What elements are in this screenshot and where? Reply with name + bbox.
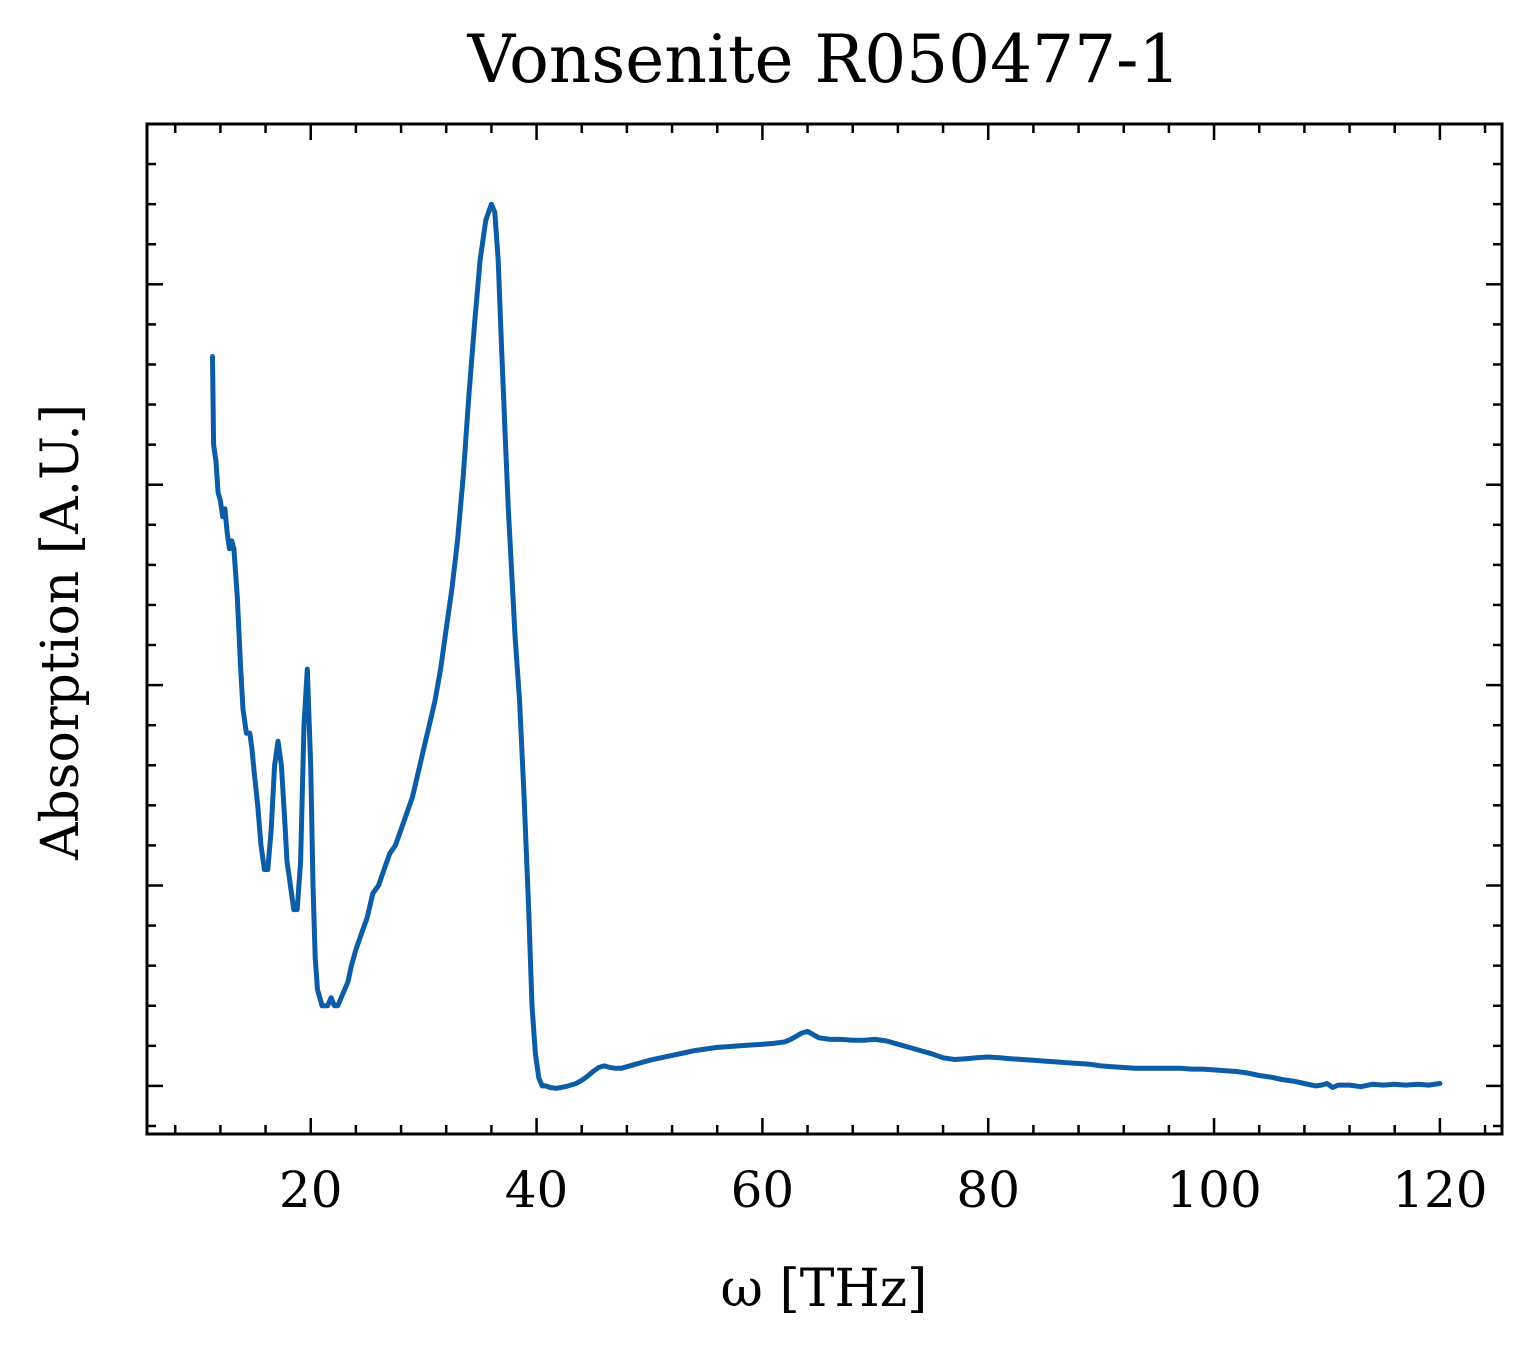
y-axis-label: Absorption [A.U.] [31,404,91,861]
x-tick-label: 120 [1392,1161,1487,1219]
x-tick-label: 20 [279,1161,343,1219]
x-tick-label: 100 [1166,1161,1261,1219]
plot-frame [145,122,1504,1136]
x-tick-labels: 20 40 60 80 100 120 [279,1161,1488,1219]
x-axis-label: ω [THz] [721,1259,928,1319]
x-tick-label: 60 [731,1161,795,1219]
x-tick-label: 80 [956,1161,1020,1219]
series-line [210,201,1443,1091]
chart-title: Vonsenite R050477-1 [467,21,1181,98]
x-tick-label: 40 [505,1161,569,1219]
